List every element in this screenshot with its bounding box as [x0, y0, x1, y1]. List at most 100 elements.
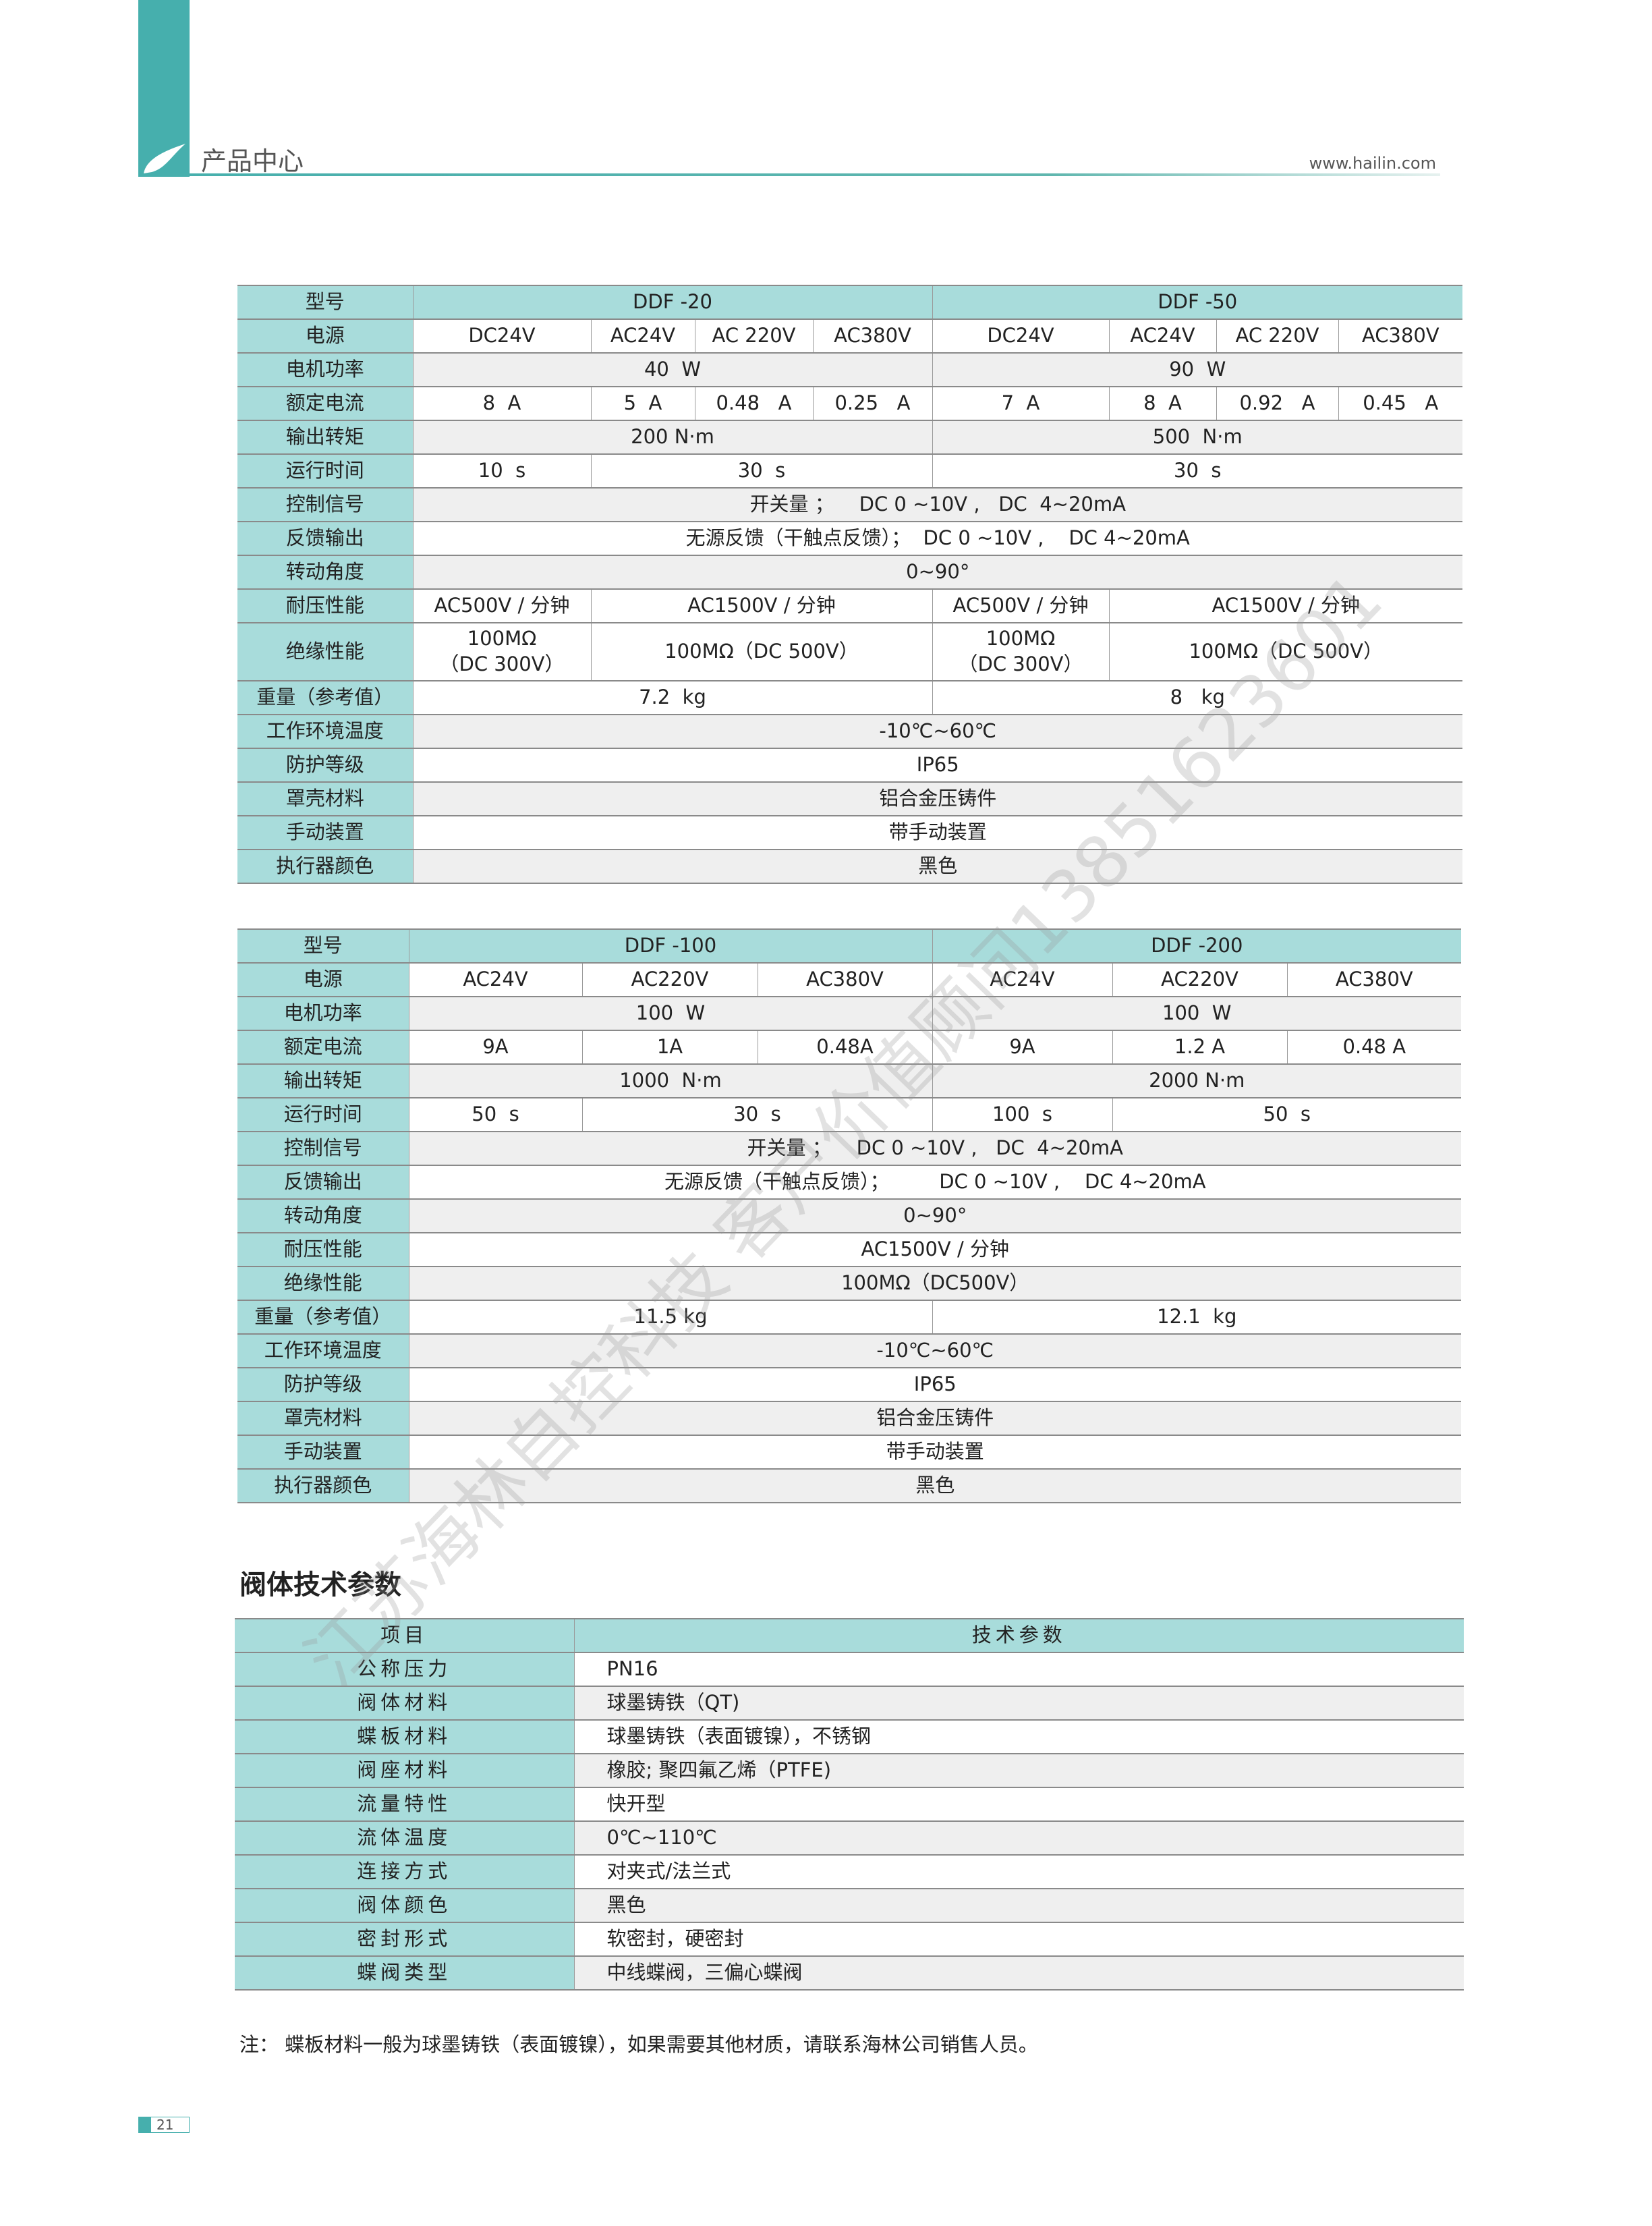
row-label: 输出转矩	[237, 420, 413, 454]
row-label: 运行时间	[237, 453, 413, 488]
row-label: 绝缘性能	[237, 1266, 409, 1300]
header-param: 技术参数	[573, 1618, 1464, 1652]
cell-value: 10 s	[412, 453, 591, 488]
header-item: 项目	[235, 1618, 574, 1652]
cell-value: 2000 N·m	[932, 1063, 1462, 1098]
cell-value: 12.1 kg	[932, 1300, 1462, 1334]
cell-value: 30 s	[932, 453, 1462, 488]
row-label: 反馈输出	[237, 1165, 409, 1199]
cell-value: AC380V	[1286, 962, 1462, 997]
page-number: 21	[156, 2117, 174, 2133]
row-label: 电机功率	[237, 996, 409, 1030]
table-row: 工作环境温度 -10℃~60℃	[237, 1333, 1462, 1368]
row-label: 控制信号	[237, 487, 413, 522]
table-row: 转动角度 0~90°	[237, 555, 1462, 589]
row-label: 手动装置	[237, 815, 413, 850]
cell-value: AC1500V / 分钟	[408, 1232, 1462, 1267]
cell-value: 0.92 A	[1216, 386, 1338, 420]
row-label: 公称压力	[235, 1652, 574, 1686]
cell-value: 40 W	[412, 352, 932, 387]
table-row: 控制信号 开关量 ； DC 0 ~10V , DC 4~20mA	[237, 487, 1462, 522]
cell-value: 8 A	[412, 386, 591, 420]
cell-value: 500 N·m	[932, 420, 1462, 454]
cell-value: 7 A	[932, 386, 1109, 420]
table-row: 电机功率 100 W 100 W	[237, 996, 1462, 1030]
cell-value: 30 s	[581, 1097, 932, 1132]
cell-value: 200 N·m	[412, 420, 932, 454]
row-label: 罩壳材料	[237, 781, 413, 816]
footnote: 注： 蝶板材料一般为球墨铸铁（表面镀镍），如果需要其他材质，请联系海林公司销售人…	[239, 2033, 1038, 2056]
table-row: 公称压力 PN16	[235, 1652, 1464, 1686]
table-row: 蝶板材料 球墨铸铁（表面镀镍），不锈钢	[235, 1719, 1464, 1754]
cell-value: DDF -200	[932, 928, 1462, 963]
table-row: 防护等级 IP65	[237, 1367, 1462, 1401]
cell-value: 1A	[581, 1030, 758, 1064]
cell-value: AC24V	[932, 962, 1112, 997]
cell-value: AC24V	[590, 318, 695, 353]
row-label: 重量（参考值）	[237, 680, 413, 715]
cell-value: 球墨铸铁（QT)	[573, 1686, 1464, 1720]
row-label: 电源	[237, 962, 409, 997]
table-row: 反馈输出 无源反馈（干触点反馈）； DC 0 ~10V , DC 4~20mA	[237, 1165, 1462, 1199]
row-label: 绝缘性能	[237, 622, 413, 681]
cell-value: PN16	[573, 1652, 1464, 1686]
row-label: 额定电流	[237, 386, 413, 420]
table-row: 连接方式 对夹式/法兰式	[235, 1854, 1464, 1889]
cell-value: 7.2 kg	[412, 680, 932, 715]
cell-value: -10℃~60℃	[408, 1333, 1462, 1368]
row-label: 电源	[237, 318, 413, 353]
row-label: 蝶阀类型	[235, 1955, 574, 1991]
cell-value: 黑色	[573, 1888, 1464, 1922]
table-row: 额定电流 9A 1A 0.48A 9A 1.2 A 0.48 A	[237, 1030, 1462, 1064]
cell-value: 0.25 A	[812, 386, 932, 420]
row-label: 输出转矩	[237, 1063, 409, 1098]
cell-value: AC380V	[1338, 318, 1462, 353]
cell-value: 球墨铸铁（表面镀镍），不锈钢	[573, 1719, 1464, 1754]
table-row: 密封形式 软密封，硬密封	[235, 1922, 1464, 1956]
cell-value: 对夹式/法兰式	[573, 1854, 1464, 1889]
cell-value: AC500V / 分钟	[412, 588, 591, 623]
row-label: 罩壳材料	[237, 1401, 409, 1435]
cell-value: AC24V	[408, 962, 582, 997]
cell-value: 橡胶; 聚四氟乙烯（PTFE)	[573, 1753, 1464, 1787]
row-label: 工作环境温度	[237, 1333, 409, 1368]
cell-value: AC500V / 分钟	[932, 588, 1109, 623]
table-row: 手动装置 带手动装置	[237, 1435, 1462, 1469]
table-row: 绝缘性能 100MΩ（DC500V）	[237, 1266, 1462, 1300]
valve-spec-table: 项目 技术参数 公称压力 PN16 阀体材料 球墨铸铁（QT) 蝶板材料 球墨铸铁（表面镀镍…	[235, 1618, 1464, 1991]
actuator-spec-table-ddf20-50: 型号 DDF -20 DDF -50 电源 DC24V AC24V AC 220V AC380…	[237, 285, 1462, 884]
row-label: 转动角度	[237, 1198, 409, 1233]
cell-value: 铝合金压铸件	[412, 781, 1462, 816]
cell-value: 0~90°	[408, 1198, 1462, 1233]
row-label: 转动角度	[237, 555, 413, 589]
cell-value: IP65	[412, 748, 1462, 782]
cell-value: 快开型	[573, 1787, 1464, 1821]
table-row: 罩壳材料 铝合金压铸件	[237, 781, 1462, 816]
cell-value: 50 s	[1112, 1097, 1462, 1132]
row-label: 手动装置	[237, 1435, 409, 1469]
cell-value: DDF -50	[932, 285, 1462, 319]
cell-value: 100MΩ （DC 300V）	[412, 622, 591, 681]
cell-value: DDF -20	[412, 285, 932, 319]
table-row: 反馈输出 无源反馈（干触点反馈）； DC 0 ~10V , DC 4~20mA	[237, 521, 1462, 555]
row-label: 防护等级	[237, 748, 413, 782]
table-row: 电源 DC24V AC24V AC 220V AC380V DC24V AC24V AC 22…	[237, 318, 1462, 353]
cell-value: AC 220V	[1216, 318, 1338, 353]
cell-value: 中线蝶阀，三偏心蝶阀	[573, 1955, 1464, 1991]
row-label: 耐压性能	[237, 588, 413, 623]
website-link[interactable]: www.hailin.com	[1309, 154, 1436, 173]
cell-value: 无源反馈（干触点反馈）； DC 0 ~10V , DC 4~20mA	[408, 1165, 1462, 1199]
row-label: 流体温度	[235, 1820, 574, 1855]
table-row: 型号 DDF -20 DDF -50	[237, 285, 1462, 319]
table-row: 电源 AC24V AC220V AC380V AC24V AC220V AC380V	[237, 962, 1462, 997]
cell-value: 带手动装置	[408, 1435, 1462, 1469]
leaf-logo-icon	[138, 138, 190, 177]
cell-value: 90 W	[932, 352, 1462, 387]
table-row: 蝶阀类型 中线蝶阀，三偏心蝶阀	[235, 1955, 1464, 1991]
row-label: 流量特性	[235, 1787, 574, 1821]
row-label: 控制信号	[237, 1131, 409, 1165]
table-row: 输出转矩 200 N·m 500 N·m	[237, 420, 1462, 454]
cell-value: AC 220V	[694, 318, 813, 353]
cell-value: 9A	[408, 1030, 582, 1064]
